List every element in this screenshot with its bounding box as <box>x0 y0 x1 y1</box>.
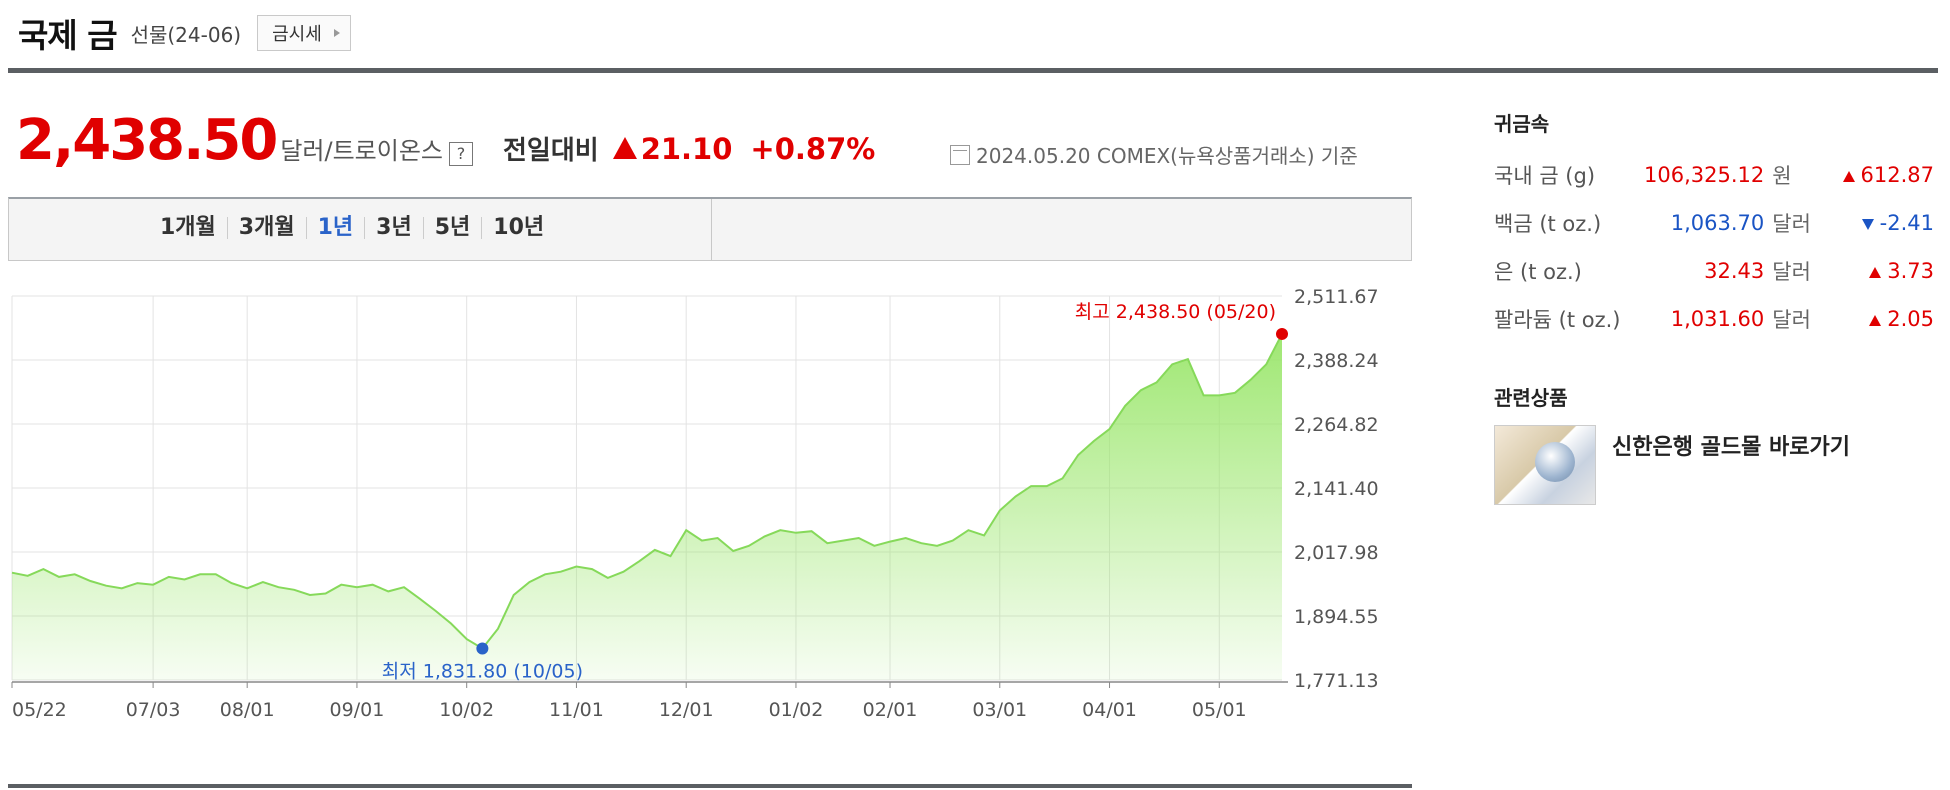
y-tick-label: 2,141.40 <box>1294 478 1379 500</box>
compare-label: 전일대비 <box>503 136 599 166</box>
table-row[interactable]: 은 (t oz.) 32.43 달러 3.73 <box>1494 247 1934 295</box>
help-icon[interactable]: ? <box>449 142 473 166</box>
low-label: 최저 1,831.80 (10/05) <box>382 661 583 683</box>
tab-3-months[interactable]: 3개월 <box>226 217 306 239</box>
x-tick-label: 01/02 <box>769 699 824 721</box>
up-arrow-icon <box>1869 314 1882 326</box>
up-arrow-icon <box>612 137 637 159</box>
price-basis-text: 2024.05.20 COMEX(뉴욕상품거래소) 기준 <box>976 144 1358 168</box>
price-change: 21.10 <box>612 132 733 166</box>
price-area <box>12 333 1282 680</box>
metal-change-value: 612.87 <box>1860 163 1934 187</box>
gold-price-button[interactable]: 금시세 <box>257 15 351 51</box>
metal-change: -2.41 <box>1832 199 1934 247</box>
price-basis: 2024.05.20 COMEX(뉴욕상품거래소) 기준 <box>950 140 1358 169</box>
metal-price: 106,325.12 <box>1644 163 1765 187</box>
price-summary: 2,438.50 달러/트로이온스 ? 전일대비 21.10 +0.87% <box>16 108 875 173</box>
up-arrow-icon <box>1869 266 1882 278</box>
shinhan-goldmall-label[interactable]: 신한은행 골드몰 바로가기 <box>1612 435 1850 460</box>
period-tab-list: 1개월 3개월 1년 3년 5년 10년 <box>149 217 555 239</box>
x-tick-label: 05/01 <box>1192 699 1247 721</box>
y-tick-label: 1,894.55 <box>1294 606 1379 628</box>
x-tick-label: 10/02 <box>439 699 494 721</box>
precious-metals-panel: 귀금속 국내 금 (g) 106,325.12 원 612.87 백금 (t o… <box>1494 108 1934 343</box>
low-point <box>476 642 489 655</box>
tab-1-month[interactable]: 1개월 <box>160 215 216 240</box>
page-title: 국제 금 <box>18 16 118 55</box>
gold-price-button-label: 금시세 <box>272 24 322 45</box>
x-tick-label: 07/03 <box>126 699 181 721</box>
tab-3-years[interactable]: 3년 <box>364 217 423 239</box>
header-divider <box>8 68 1938 73</box>
period-tabs: 1개월 3개월 1년 3년 5년 10년 <box>8 197 1412 261</box>
metal-change-value: 3.73 <box>1887 259 1934 283</box>
tab-5-years[interactable]: 5년 <box>422 217 482 239</box>
metal-change: 2.05 <box>1832 295 1934 343</box>
high-point <box>1276 327 1288 340</box>
price-unit: 달러/트로이온스 <box>280 137 443 165</box>
chevron-right-icon <box>333 29 340 37</box>
precious-metals-table: 국내 금 (g) 106,325.12 원 612.87 백금 (t oz.) … <box>1494 151 1934 343</box>
x-tick-label: 03/01 <box>972 699 1027 721</box>
y-tick-label: 2,264.82 <box>1294 414 1379 436</box>
x-tick-label: 02/01 <box>863 699 918 721</box>
table-row[interactable]: 팔라듐 (t oz.) 1,031.60 달러 2.05 <box>1494 295 1934 343</box>
gold-price-chart: 2,511.67 2,388.24 2,264.82 2,141.40 2,017.98… <box>11 286 1379 721</box>
metal-change-value: -2.41 <box>1879 211 1934 235</box>
y-tick-label: 2,388.24 <box>1294 350 1379 372</box>
metal-unit: 달러 <box>1772 308 1811 332</box>
price-change-value: 21.10 <box>640 132 733 166</box>
metal-name: 백금 (t oz.) <box>1494 212 1602 236</box>
product-thumbnail[interactable] <box>1494 425 1596 505</box>
calendar-icon <box>950 144 970 165</box>
x-tick-label: 09/01 <box>330 699 385 721</box>
price-change-percent: +0.87% <box>750 132 876 166</box>
tab-10-years[interactable]: 10년 <box>481 217 555 239</box>
metal-unit: 원 <box>1772 164 1792 188</box>
related-products: 관련상품 신한은행 골드몰 바로가기 <box>1494 382 1850 505</box>
y-tick-label: 2,017.98 <box>1294 542 1379 564</box>
precious-metals-title: 귀금속 <box>1494 112 1550 136</box>
chart-bottom-divider <box>8 784 1412 788</box>
table-row[interactable]: 백금 (t oz.) 1,063.70 달러 -2.41 <box>1494 199 1934 247</box>
up-arrow-icon <box>1842 170 1855 182</box>
metal-unit: 달러 <box>1772 260 1811 284</box>
price-line <box>11 333 1283 650</box>
y-tick-label: 1,771.13 <box>1294 670 1379 692</box>
metal-name: 국내 금 (g) <box>1494 164 1596 188</box>
tab-bar-divider <box>711 199 712 260</box>
metal-price: 32.43 <box>1704 259 1765 283</box>
x-tick-label: 04/01 <box>1082 699 1137 721</box>
page-header: 국제 금 선물(24-06) 금시세 <box>18 8 351 58</box>
shinhan-goldmall-link[interactable]: 신한은행 골드몰 바로가기 <box>1494 425 1850 505</box>
tab-1-year[interactable]: 1년 <box>305 217 365 239</box>
related-products-title: 관련상품 <box>1494 386 1568 410</box>
metal-unit: 달러 <box>1772 212 1811 236</box>
x-tick-label: 08/01 <box>220 699 275 721</box>
metal-name: 팔라듐 (t oz.) <box>1494 308 1621 332</box>
metal-change: 612.87 <box>1832 151 1934 199</box>
down-arrow-icon <box>1861 218 1874 230</box>
x-tick-label: 11/01 <box>549 699 604 721</box>
x-tick-label: 12/01 <box>659 699 714 721</box>
table-row[interactable]: 국내 금 (g) 106,325.12 원 612.87 <box>1494 151 1934 199</box>
current-price: 2,438.50 <box>16 108 278 173</box>
metal-price: 1,063.70 <box>1670 211 1765 235</box>
metal-change-value: 2.05 <box>1887 307 1934 331</box>
x-tick-label: 05/22 <box>12 699 67 721</box>
metal-name: 은 (t oz.) <box>1494 260 1582 284</box>
metal-change: 3.73 <box>1832 247 1934 295</box>
high-label: 최고 2,438.50 (05/20) <box>1075 301 1276 323</box>
y-tick-label: 2,511.67 <box>1294 286 1379 308</box>
metal-price: 1,031.60 <box>1670 307 1765 331</box>
contract-label: 선물(24-06) <box>130 22 242 47</box>
